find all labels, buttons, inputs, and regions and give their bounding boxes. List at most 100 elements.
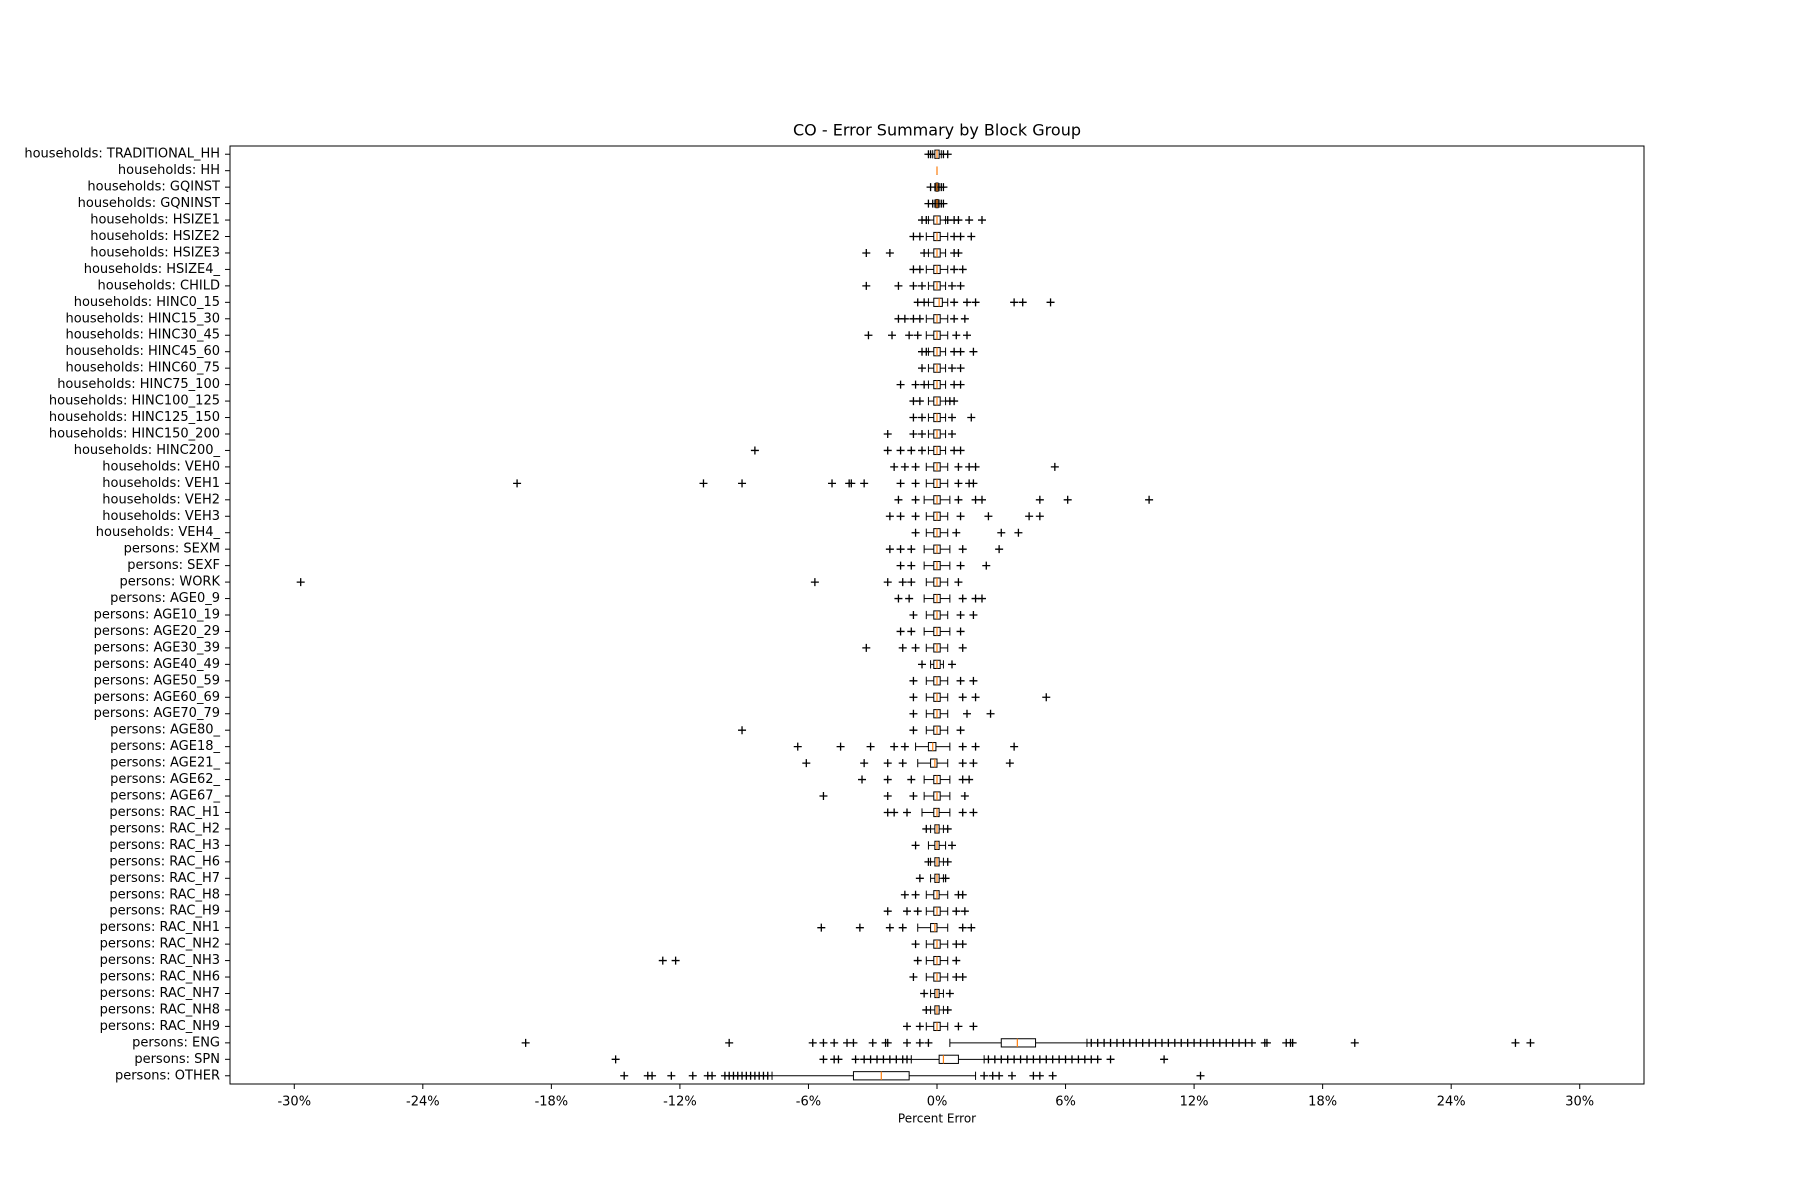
flier [883,1038,892,1047]
flier [915,874,924,883]
flier [521,1038,530,1047]
flier [971,742,980,751]
flier [956,347,965,356]
flier [947,841,956,850]
flier [909,709,918,718]
flier [894,495,903,504]
flier [907,545,916,554]
flier [810,578,819,587]
y-tick-label: persons: SPN [134,1052,220,1067]
flier [819,1038,828,1047]
flier [958,742,967,751]
flier [862,281,871,290]
flier [888,331,897,340]
box [938,1054,959,1064]
flier [909,429,918,438]
flier [920,989,929,998]
x-tick-label: -30% [277,1095,311,1110]
flier [962,331,971,340]
flier [984,512,993,521]
flier [958,693,967,702]
flier [924,857,933,866]
flier [969,808,978,817]
flier [1048,1071,1057,1080]
flier [1035,495,1044,504]
flier [911,841,920,850]
flier [620,1071,629,1080]
flier [909,611,918,619]
flier [896,512,905,521]
flier [922,347,931,356]
flier [909,973,918,982]
flier [977,216,986,225]
x-tick-label: 12% [1180,1095,1209,1110]
box [1000,1038,1037,1048]
y-tick-label: households: TRADITIONAL_HH [24,147,220,162]
x-tick-label: -12% [663,1095,697,1110]
flier [819,1055,828,1064]
flier [954,578,963,587]
y-tick-label: persons: AGE60_69 [94,690,220,705]
flier [866,742,875,751]
flier [915,397,924,406]
flier [1526,1038,1535,1047]
flier [922,216,931,225]
flier [926,183,935,192]
flier [648,1071,657,1080]
flier [967,413,976,422]
flier [982,561,991,570]
flier [864,331,873,340]
flier [956,281,965,290]
flier [918,413,927,422]
flier [907,578,916,587]
flier [947,429,956,438]
flier [939,199,948,208]
flier [849,1038,858,1047]
flier [962,298,971,307]
flier [1288,1038,1297,1047]
flier [954,216,963,225]
flier [890,742,899,751]
flier [954,1022,963,1031]
flier [858,775,867,784]
flier [667,1071,676,1080]
x-tick-label: -24% [406,1095,440,1110]
flier [950,298,959,307]
flier [969,479,978,488]
y-tick-label: persons: AGE40_49 [94,657,220,672]
flier [960,314,969,323]
y-tick-label: persons: ENG [132,1035,220,1050]
flier [1262,1038,1271,1047]
flier [883,429,892,438]
flier [971,462,980,471]
flier [896,545,905,554]
flier [918,364,927,373]
box [930,923,938,933]
flier [971,693,980,702]
flier [868,1038,877,1047]
y-tick-label: households: HH [118,163,220,178]
flier [1093,1055,1102,1064]
flier [1145,495,1154,504]
flier [969,676,978,685]
flier [954,479,963,488]
flier [941,874,950,883]
chart-title: CO - Error Summary by Block Group [793,121,1081,140]
flier [1350,1038,1359,1047]
flier [903,1055,912,1064]
y-tick-label: persons: WORK [120,575,221,590]
flier [954,248,963,257]
flier [922,1005,931,1014]
flier [671,956,680,965]
y-tick-label: households: VEH2 [102,492,220,507]
flier [1042,693,1051,702]
flier [911,462,920,471]
flier [962,709,971,718]
y-tick-label: persons: OTHER [115,1068,220,1083]
flier [883,792,892,801]
flier [995,1071,1004,1080]
flier [958,808,967,817]
flier [943,1005,952,1014]
flier [956,561,965,570]
flier [808,1038,817,1047]
